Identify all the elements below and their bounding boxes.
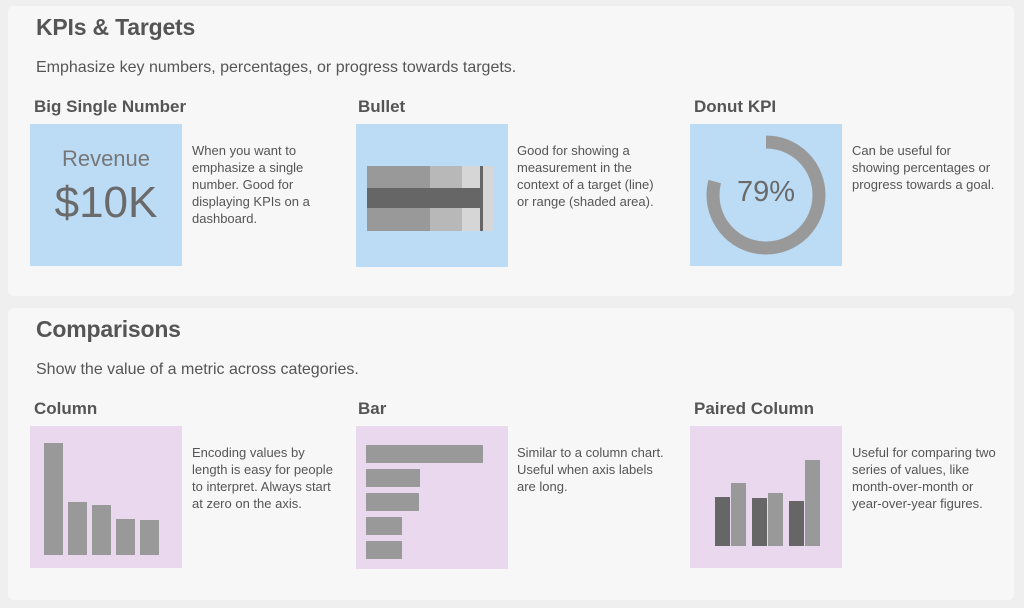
bar-4 [366,517,402,535]
comparisons-panel: Comparisons Show the value of a metric a… [8,308,1014,600]
column-bar-2 [68,502,87,555]
item-description-bar: Similar to a column chart. Useful when a… [517,445,664,494]
section-title: Comparisons [36,316,181,342]
item-title-bar: Bar [358,399,387,418]
paired-bar-a-2 [752,498,767,546]
donut-thumbnail: 79% [690,124,842,266]
section-description: Emphasize key numbers, percentages, or p… [36,59,517,76]
item-title-donut-kpi: Donut KPI [694,97,777,116]
item-description-bullet: Good for showing a measurement in the co… [517,143,654,209]
item-title-bullet: Bullet [358,97,406,116]
bullet-target-line [480,166,483,231]
column-thumbnail [30,426,182,568]
column-bar-4 [116,519,135,555]
bar-chart [366,445,483,559]
bar-3 [366,493,419,511]
donut-value: 79% [736,176,796,208]
item-description-big-single-number: When you want to emphasize a single numb… [192,143,310,226]
item-title-paired-column: Paired Column [694,399,814,418]
bullet-thumbnail [356,124,508,267]
donut-progress-arc [706,135,826,255]
column-bar-3 [92,505,111,555]
item-description-paired-column: Useful for comparing two series of value… [852,445,996,511]
paired-bar-b-1 [731,483,746,546]
bar-1 [366,445,483,463]
big-number-label: Revenue [61,146,151,171]
paired-bar-b-3 [805,460,820,546]
column-chart [44,443,159,555]
big-number-thumbnail: Revenue $10K [30,124,182,266]
item-title-big-single-number: Big Single Number [34,97,187,116]
item-description-donut-kpi: Can be useful for showing percentages or… [852,143,995,192]
item-title-column: Column [34,399,98,418]
big-number-value: $10K [54,178,158,227]
kpis-panel: KPIs & Targets Emphasize key numbers, pe… [8,6,1014,296]
column-bar-1 [44,443,63,555]
donut-chart [706,135,826,255]
paired-bar-b-2 [768,493,783,546]
column-bar-5 [140,520,159,555]
paired-column-thumbnail [690,426,842,568]
bar-thumbnail [356,426,508,569]
bullet-measure-bar [367,188,482,208]
paired-bar-a-1 [715,497,730,546]
paired-column-chart [715,460,820,546]
bar-2 [366,469,420,487]
bullet-chart [367,166,494,231]
section-title: KPIs & Targets [36,14,196,40]
item-description-column: Encoding values by length is easy for pe… [192,445,333,511]
section-description: Show the value of a metric across catego… [36,361,359,378]
bar-5 [366,541,402,559]
paired-bar-a-3 [789,501,804,546]
